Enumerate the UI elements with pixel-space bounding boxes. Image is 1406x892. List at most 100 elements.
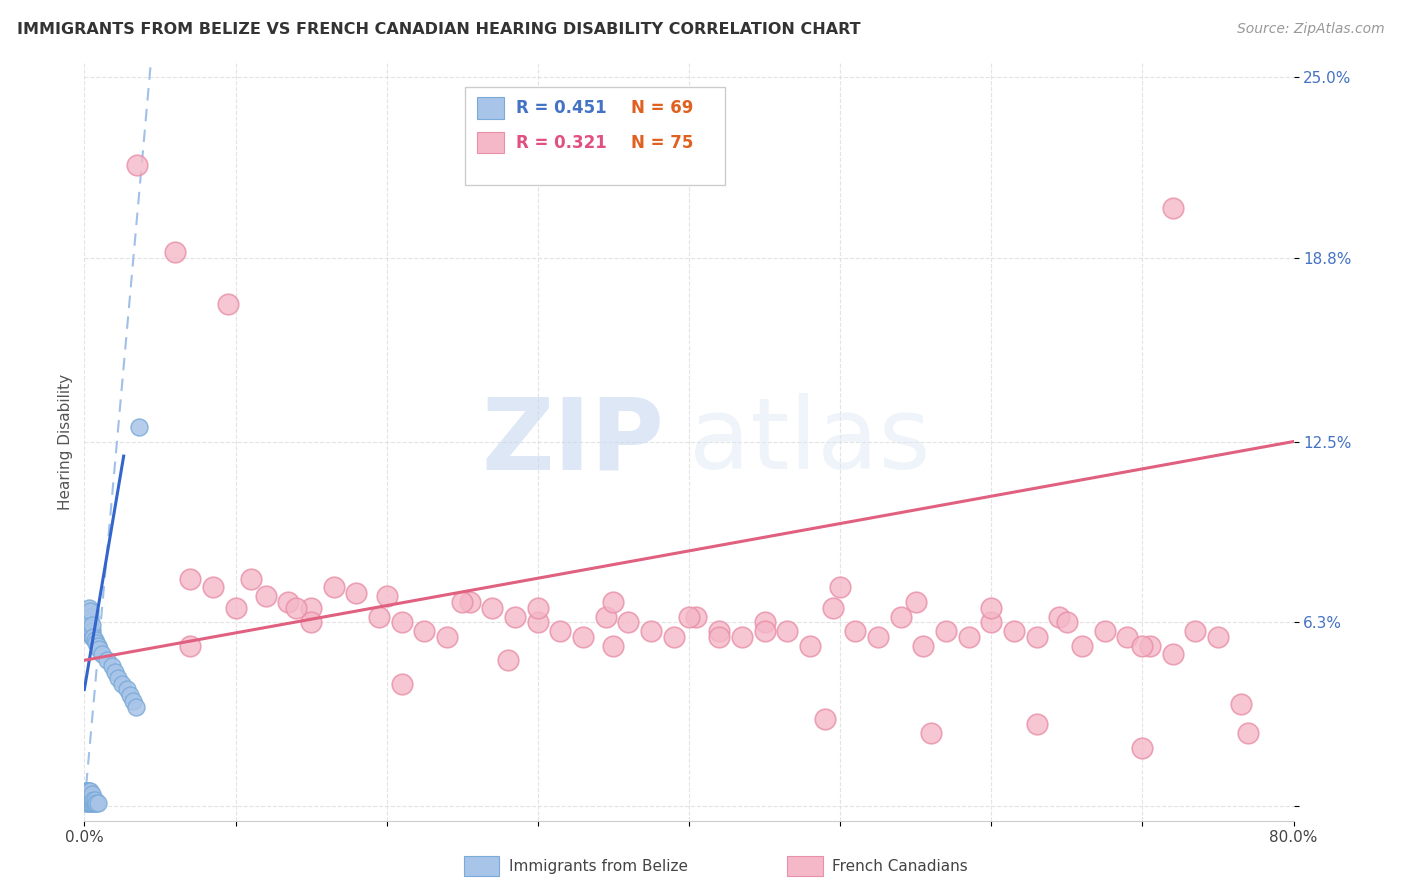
Point [935,624,957,639]
Point [844,624,866,639]
Point [76,790,98,805]
Point [640,624,662,639]
Point [86,796,108,810]
Point [80,793,103,807]
Point [503,609,526,624]
Point [375,589,398,603]
Point [179,639,201,653]
Point [76,607,98,621]
Point [957,630,980,644]
Point [77,612,100,626]
Point [100,659,122,673]
Point [79,621,101,635]
Point [413,624,436,639]
Text: R = 0.321: R = 0.321 [516,134,607,152]
Point [830,580,852,594]
Point [254,589,277,603]
Point [127,157,149,171]
Point [75,796,97,810]
Point [76,788,98,802]
Point [75,624,97,639]
Point [866,630,889,644]
Point [179,572,201,586]
Point [87,796,110,810]
Point [76,612,98,626]
Point [1130,639,1153,653]
Point [1071,639,1094,653]
Point [980,615,1002,630]
Point [709,624,731,639]
Point [391,676,413,690]
Point [77,618,100,632]
Point [904,595,927,609]
Point [80,624,103,639]
Point [104,665,127,679]
Point [84,793,107,807]
Point [87,639,110,653]
Point [107,671,129,685]
Point [82,793,104,807]
Point [91,648,114,662]
Point [436,630,458,644]
Point [980,600,1002,615]
Point [1139,639,1161,653]
Text: IMMIGRANTS FROM BELIZE VS FRENCH CANADIAN HEARING DISABILITY CORRELATION CHART: IMMIGRANTS FROM BELIZE VS FRENCH CANADIA… [17,22,860,37]
Point [77,607,100,621]
Point [201,580,224,594]
Point [890,609,912,624]
Point [165,244,187,259]
FancyBboxPatch shape [478,97,503,119]
Point [79,627,101,641]
Point [821,600,844,615]
Y-axis label: Hearing Disability: Hearing Disability [58,374,73,509]
Point [75,793,97,807]
Point [75,784,97,798]
Point [814,712,837,726]
Point [451,595,474,609]
FancyBboxPatch shape [478,132,503,153]
Point [80,796,103,810]
Point [685,609,707,624]
Point [75,793,97,807]
Text: R = 0.451: R = 0.451 [516,99,606,117]
Point [82,630,104,644]
Point [225,600,247,615]
Point [79,793,101,807]
Point [1056,615,1078,630]
Point [1206,630,1229,644]
Point [77,788,100,802]
Text: N = 75: N = 75 [631,134,693,152]
Point [128,420,150,434]
Point [96,653,118,667]
Point [77,793,100,807]
Point [799,639,821,653]
Point [527,615,550,630]
Point [299,600,322,615]
Point [80,790,103,805]
Point [239,572,262,586]
Point [76,784,98,798]
Point [1161,648,1184,662]
Point [754,615,776,630]
Point [391,615,413,630]
Point [1025,717,1047,731]
Point [86,636,108,650]
Point [79,604,101,618]
Point [125,699,148,714]
Point [79,788,101,802]
Text: N = 69: N = 69 [631,99,693,117]
Point [77,600,100,615]
Point [75,615,97,630]
Point [79,784,101,798]
Point [617,615,640,630]
Point [89,641,111,656]
Text: Immigrants from Belize: Immigrants from Belize [509,859,688,873]
Point [1047,609,1070,624]
Point [79,615,101,630]
Point [731,630,754,644]
Text: Source: ZipAtlas.com: Source: ZipAtlas.com [1237,22,1385,37]
Point [595,609,617,624]
Point [80,630,103,644]
Point [217,297,239,311]
Point [75,788,97,802]
